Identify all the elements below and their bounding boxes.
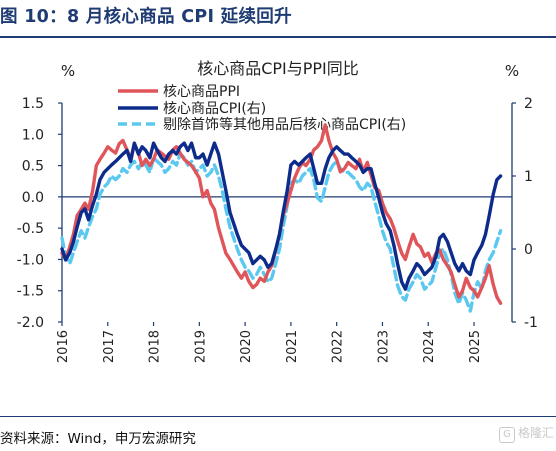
series-line-cpi [60,141,503,291]
figure-title: 图 10：8 月核心商品 CPI 延续回升 [0,7,292,27]
y-tick-left-label: -1.5 [17,284,44,300]
y-tick-left-label: -1.0 [17,252,44,268]
y-tick-left-label: 1.5 [22,96,44,112]
series-line-cpi-ex [60,152,503,313]
chart: 核心商品CPI与PPI同比 % % 核心商品PPI 核心商品CPI(右) 剔除首… [17,59,538,363]
legend-label-ppi: 核心商品PPI [163,84,240,100]
axes [58,102,516,326]
x-tick-label: 2017 [102,330,117,363]
source-rule [0,416,556,417]
chart-title: 核心商品CPI与PPI同比 [197,59,359,78]
y-tick-left-label: 1.0 [22,127,44,143]
x-tick-label: 2025 [468,330,483,363]
legend: 核心商品PPI 核心商品CPI(右) 剔除首饰等其他用品后核心商品CPI(右) [118,84,406,133]
y-unit-left: % [61,62,75,80]
y-tick-right-label: -1 [524,315,538,331]
y-tick-right-label: 1 [524,169,533,185]
x-tick-label: 2022 [331,330,346,363]
y-tick-left-label: -0.5 [17,221,44,237]
x-tick-label: 2020 [239,330,254,363]
y-tick-left-label: -2.0 [17,315,44,331]
x-tick-label: 2023 [376,330,391,363]
x-tick-label: 2021 [285,330,300,363]
legend-label-cpi-ex: 剔除首饰等其他用品后核心商品CPI(右) [163,116,406,133]
x-tick-label: 2019 [193,330,208,363]
watermark-text: 格隆汇 [517,426,554,440]
source-note: 资料来源：Wind，申万宏源研究 [0,431,196,447]
watermark-logo-icon: G [498,427,515,443]
tick-layer: 1.5 1.0 0.5 0.0 -0.5 -1.0 -1.5 -2.0 2 1 0 -1 2016 201… [17,96,538,363]
watermark: G 格隆汇 [498,424,554,443]
legend-label-cpi: 核心商品CPI(右) [163,101,266,117]
y-tick-right-label: 2 [524,96,533,112]
y-tick-left-label: 0.5 [22,159,44,175]
y-tick-left-label: 0.0 [22,190,44,206]
title-rule [0,36,556,38]
y-unit-right: % [505,62,519,80]
y-tick-right-label: 0 [524,242,533,258]
x-tick-label: 2024 [422,330,437,363]
x-tick-label: 2018 [148,330,163,363]
series-layer [60,123,503,313]
x-tick-label: 2016 [56,330,71,363]
